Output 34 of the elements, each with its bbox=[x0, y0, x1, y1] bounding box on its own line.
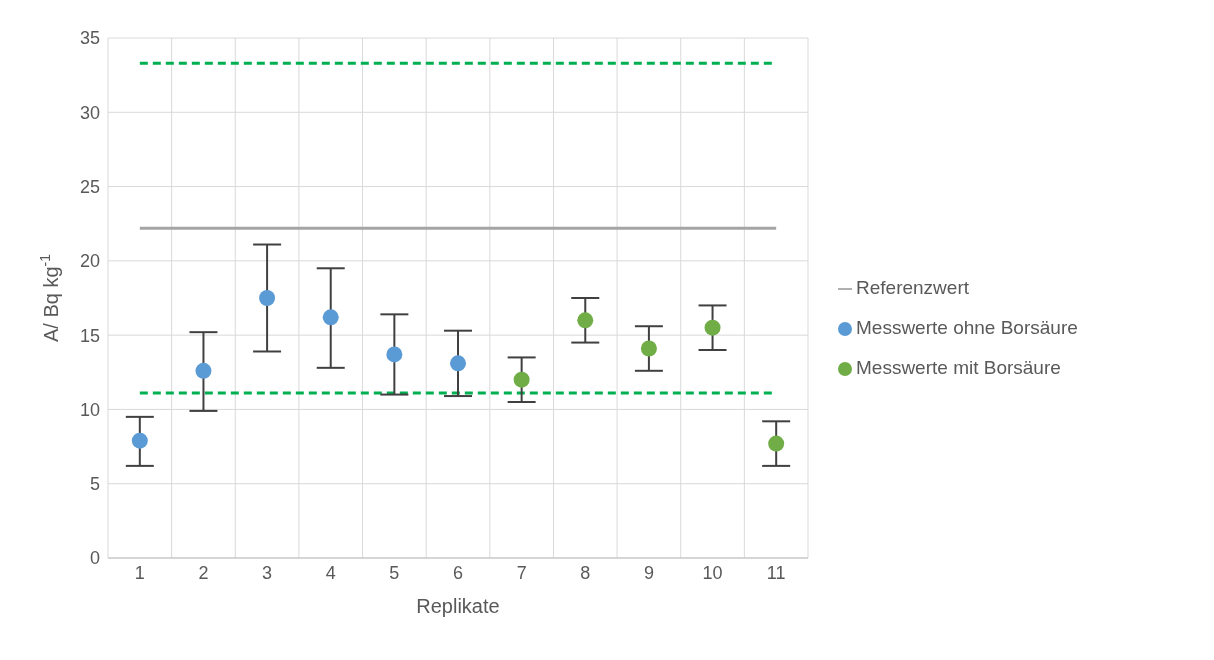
point bbox=[768, 435, 785, 452]
x-tick-label: 1 bbox=[134, 562, 145, 583]
point bbox=[640, 340, 657, 357]
point bbox=[131, 432, 148, 449]
legend-label: Messwerte mit Borsäure bbox=[856, 357, 1061, 378]
x-tick-label: 7 bbox=[516, 562, 527, 583]
y-tick-label: 10 bbox=[79, 399, 100, 420]
x-axis-title: Replikate bbox=[416, 595, 500, 617]
point bbox=[386, 346, 403, 363]
x-tick-label: 9 bbox=[643, 562, 654, 583]
x-tick-label: 10 bbox=[702, 562, 723, 583]
x-tick-label: 11 bbox=[766, 562, 786, 583]
point bbox=[322, 309, 339, 326]
legend-label: Referenzwert bbox=[856, 277, 969, 298]
y-tick-label: 35 bbox=[79, 28, 100, 49]
x-tick-label: 2 bbox=[198, 562, 209, 583]
point bbox=[513, 371, 530, 388]
legend-label: Messwerte ohne Borsäure bbox=[856, 317, 1078, 338]
point bbox=[450, 355, 466, 372]
y-tick-label: 30 bbox=[79, 102, 100, 123]
y-tick-label: 15 bbox=[79, 325, 100, 346]
x-tick-label: 3 bbox=[262, 562, 273, 583]
point bbox=[577, 312, 594, 329]
point bbox=[704, 319, 721, 336]
x-tick-label: 8 bbox=[580, 562, 591, 583]
x-tick-label: 4 bbox=[325, 562, 336, 583]
y-tick-label: 0 bbox=[89, 548, 100, 569]
y-tick-label: 5 bbox=[89, 474, 100, 495]
y-tick-label: 20 bbox=[79, 251, 100, 272]
x-tick-label: 5 bbox=[389, 562, 400, 583]
point bbox=[195, 362, 212, 379]
point bbox=[259, 290, 276, 306]
y-tick-label: 25 bbox=[79, 176, 100, 197]
x-tick-label: 6 bbox=[452, 562, 464, 583]
